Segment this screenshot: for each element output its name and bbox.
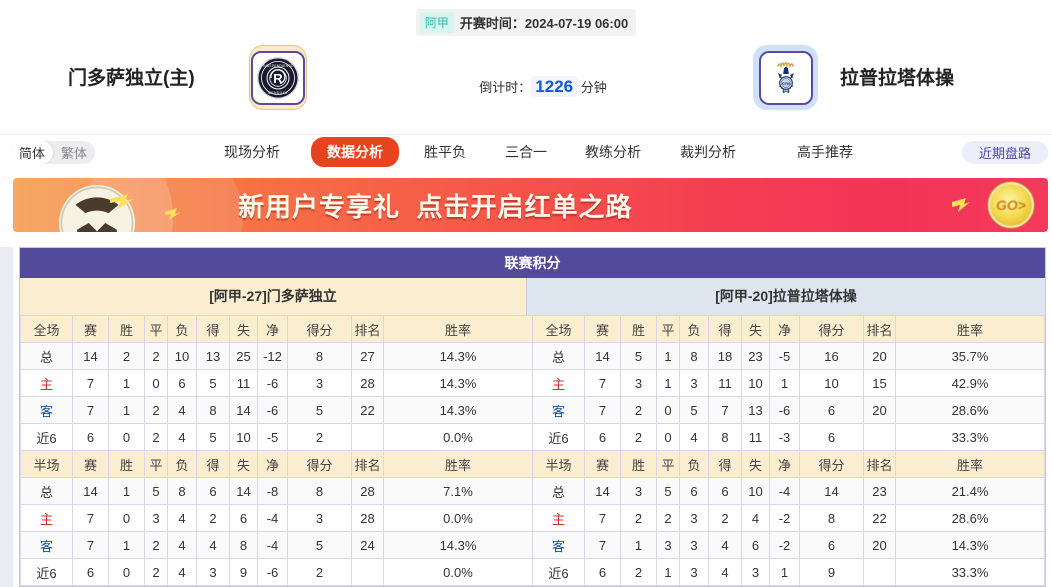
svg-text:MENDOZA: MENDOZA — [268, 91, 288, 95]
svg-text:GYM: GYM — [782, 82, 790, 86]
svg-text:R: R — [273, 71, 283, 86]
svg-text:INDEPENDIENTE: INDEPENDIENTE — [263, 64, 293, 68]
